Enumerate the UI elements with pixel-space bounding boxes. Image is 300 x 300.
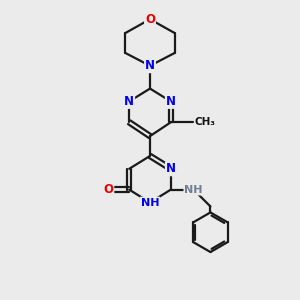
Text: N: N [124,95,134,108]
Text: O: O [103,183,113,196]
Text: NH: NH [184,184,203,195]
Text: N: N [145,59,155,72]
Text: NH: NH [141,197,159,208]
Text: CH₃: CH₃ [195,117,216,127]
Text: N: N [166,95,176,108]
Text: O: O [145,13,155,26]
Text: N: N [166,162,176,175]
